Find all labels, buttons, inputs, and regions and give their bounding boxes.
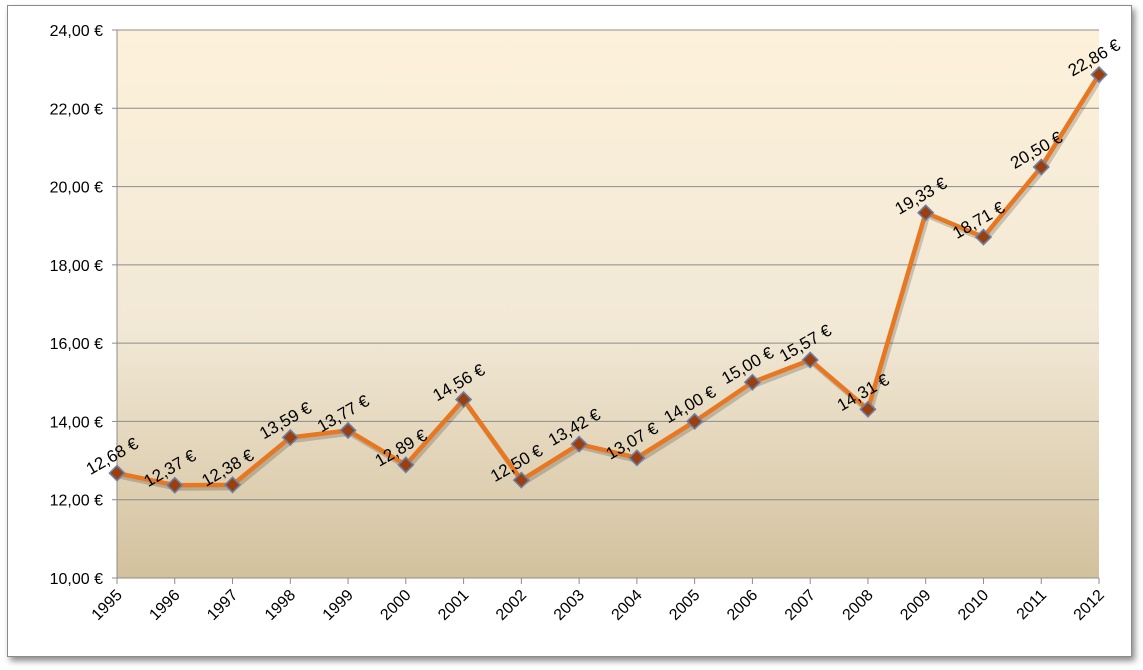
x-tick-label: 1995 xyxy=(89,587,126,624)
y-tick-label: 18,00 € xyxy=(50,258,103,275)
x-tick-label: 1998 xyxy=(262,587,299,624)
x-tick-label: 1999 xyxy=(320,587,357,624)
data-point-marker xyxy=(223,476,242,494)
data-point-marker xyxy=(454,390,473,409)
x-axis-tick-labels: 1995 1996 1997 1998 1999 2000 2001 2002 2003 2004… xyxy=(89,587,1108,624)
x-tick-label: 2009 xyxy=(897,587,934,624)
data-point-marker xyxy=(859,400,877,418)
x-tick-label: 2011 xyxy=(1014,587,1050,623)
data-point-marker xyxy=(628,449,646,467)
series-line xyxy=(114,72,1102,488)
y-tick-label: 20,00 € xyxy=(50,180,103,197)
y-tick-label: 14,00 € xyxy=(50,414,103,431)
x-tick-label: 2007 xyxy=(782,587,819,624)
data-point-marker xyxy=(166,476,184,494)
x-tick-label: 2001 xyxy=(435,587,472,624)
series-line-layer xyxy=(114,72,1104,491)
x-tick-label: 2000 xyxy=(377,587,414,624)
data-point-marker xyxy=(281,428,299,447)
data-point-marker xyxy=(743,373,762,391)
data-point-marker xyxy=(974,228,993,246)
gridlines xyxy=(117,29,1099,501)
data-point-marker xyxy=(108,464,126,482)
data-point-marker xyxy=(801,351,819,369)
plot-area xyxy=(117,30,1099,578)
data-point-marker xyxy=(686,412,704,431)
x-tick-label: 2003 xyxy=(551,587,588,624)
data-point-marker xyxy=(917,204,935,222)
x-tick-label: 1996 xyxy=(146,587,183,624)
line-chart: 10,00 € 12,00 € 14,00 € 16,00 € 18,00 € 20,00… xyxy=(50,23,1124,624)
data-point-marker xyxy=(512,471,530,489)
data-point-marker xyxy=(339,421,357,440)
y-tick-label: 10,00 € xyxy=(50,571,103,588)
y-tick-label: 22,00 € xyxy=(50,101,103,118)
x-tick-label: 2010 xyxy=(955,587,992,624)
chart-frame: 10,00 € 12,00 € 14,00 € 16,00 € 18,00 € 20,00… xyxy=(7,5,1132,657)
y-axis-tick-labels: 10,00 € 12,00 € 14,00 € 16,00 € 18,00 € 20,00… xyxy=(50,23,103,588)
data-point-marker xyxy=(570,435,588,453)
x-tick-label: 2012 xyxy=(1071,587,1108,624)
data-point-marker xyxy=(1090,65,1108,84)
x-tick-label: 2008 xyxy=(840,587,877,624)
data-point-marker xyxy=(397,456,415,474)
data-markers xyxy=(108,65,1108,494)
x-tick-label: 2002 xyxy=(493,587,530,624)
axes xyxy=(112,29,1100,584)
y-tick-label: 24,00 € xyxy=(50,23,103,40)
x-tick-label: 2006 xyxy=(724,587,761,624)
x-tick-label: 2005 xyxy=(666,587,703,624)
data-point-marker xyxy=(1032,158,1050,176)
y-tick-label: 16,00 € xyxy=(50,336,103,353)
y-tick-label: 12,00 € xyxy=(50,493,103,510)
x-tick-label: 2004 xyxy=(609,587,646,624)
x-tick-label: 1997 xyxy=(204,587,241,624)
